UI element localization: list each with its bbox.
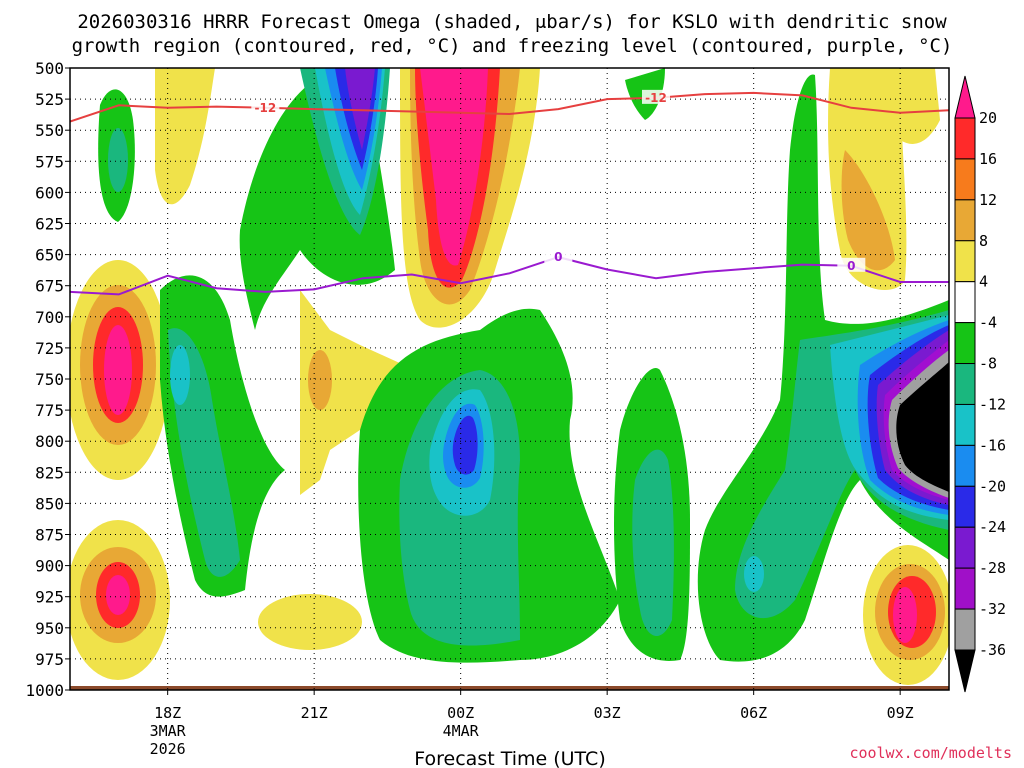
colorbar-swatch-3: [954, 199, 976, 242]
y-tick-label-600: 600: [35, 183, 64, 202]
omega-shading: [70, 68, 949, 690]
colorbar-label-6: -8: [979, 355, 997, 373]
y-tick-label-750: 750: [35, 370, 64, 389]
colorbar-label-9: -20: [979, 477, 1006, 495]
colorbar-label-1: 16: [979, 150, 997, 168]
y-tick-label-650: 650: [35, 246, 64, 265]
colorbar-swatch-4: [954, 240, 976, 283]
chart-grid: [70, 68, 949, 690]
y-tick-label-850: 850: [35, 494, 64, 513]
y-tick-label-700: 700: [35, 308, 64, 327]
y-tick-label-775: 775: [35, 401, 64, 420]
colorbar-swatch-11: [954, 526, 976, 569]
y-tick-label-675: 675: [35, 277, 64, 296]
credit-text: coolwx.com/modelts: [849, 744, 1012, 762]
colorbar-swatch-7: [954, 363, 976, 405]
contour-label-1-1: 0: [847, 259, 855, 273]
y-tick-label-825: 825: [35, 463, 64, 482]
colorbar-swatch-9: [954, 444, 976, 487]
x-tick-label-06Z: 06Z: [740, 704, 767, 722]
colorbar-label-12: -32: [979, 600, 1006, 618]
upward-region-07z-09z: [697, 74, 949, 662]
colorbar: 20 16 12 8 4 -4 -8 -12 -16 -20 -24 -28 -32 -36: [954, 75, 1006, 693]
y-tick-label-950: 950: [35, 619, 64, 638]
downward-region-21z: [300, 290, 415, 495]
x-tick-label-09Z: 09Z: [887, 704, 914, 722]
contour-label-0-1: -12: [645, 91, 667, 105]
colorbar-swatch-12: [954, 567, 976, 610]
colorbar-label-10: -24: [979, 518, 1006, 536]
y-axis: 500 525 550 575 600 625 650 675 700 725 750 775 800 8…: [25, 59, 70, 700]
contour-label-bg-0-0: [251, 99, 280, 114]
upward-region-00z: [358, 308, 620, 663]
x-tick-label-18Z: 18Z: [154, 704, 181, 722]
upward-region-1700z-upper: [98, 89, 135, 222]
isotherm-contours: [70, 91, 949, 296]
x-axis-label: Forecast Time (UTC): [414, 748, 605, 768]
colorbar-label-13: -36: [979, 641, 1006, 659]
upward-region-1830z: [160, 275, 285, 597]
contour-label-bg-1-0: [544, 249, 573, 264]
contour-line-1: [70, 256, 949, 296]
contour-line-0: [70, 91, 949, 123]
contour-label-bg-1-1: [837, 257, 866, 272]
y-tick-label-550: 550: [35, 121, 64, 140]
downward-region-1700z: [70, 260, 170, 680]
chart-title-line-2: growth region (contoured, red, °C) and f…: [72, 35, 953, 57]
y-tick-label-875: 875: [35, 526, 64, 545]
colorbar-swatch-10: [954, 485, 976, 528]
colorbar-label-0: 20: [979, 109, 997, 127]
contour-label-0-0: -12: [254, 101, 276, 115]
colorbar-swatch-8: [954, 403, 976, 446]
colorbar-bottom-arrow: [954, 649, 976, 693]
y-tick-label-925: 925: [35, 588, 64, 607]
colorbar-swatch-2: [954, 158, 976, 201]
colorbar-label-2: 12: [979, 191, 997, 209]
y-tick-label-1000: 1000: [25, 681, 64, 700]
upward-region-04z: [614, 368, 690, 661]
downward-region-0900z-low: [863, 545, 949, 685]
y-tick-label-625: 625: [35, 215, 64, 234]
colorbar-label-3: 8: [979, 232, 988, 250]
x-tick-date-00Z: 4MAR: [443, 722, 480, 740]
y-tick-label-900: 900: [35, 557, 64, 576]
colorbar-swatch-5: [954, 281, 976, 324]
x-tick-label-21Z: 21Z: [301, 704, 328, 722]
y-tick-label-525: 525: [35, 90, 64, 109]
x-tick-date-18Z: 3MAR: [150, 722, 187, 740]
x-tick-label-00Z: 00Z: [447, 704, 474, 722]
y-tick-label-500: 500: [35, 59, 64, 78]
isotherm-labels: -12 -12 0 0: [251, 89, 866, 273]
x-tick-label-03Z: 03Z: [594, 704, 621, 722]
downward-region-1830z: [155, 68, 215, 205]
colorbar-label-7: -12: [979, 395, 1006, 413]
y-tick-label-975: 975: [35, 650, 64, 669]
x-tick-year-18Z: 2026: [150, 740, 186, 758]
y-tick-label-800: 800: [35, 432, 64, 451]
y-tick-label-575: 575: [35, 152, 64, 171]
y-tick-label-725: 725: [35, 339, 64, 358]
ground-surface: [70, 686, 949, 690]
colorbar-swatch-1: [954, 117, 976, 160]
colorbar-label-5: -4: [979, 314, 997, 332]
colorbar-swatch-13: [954, 608, 976, 651]
contour-label-bg-0-1: [642, 89, 670, 104]
downward-region-2330z: [400, 68, 540, 328]
colorbar-label-4: 4: [979, 273, 988, 291]
contour-label-1-0: 0: [554, 250, 562, 264]
colorbar-label-8: -16: [979, 436, 1006, 454]
colorbar-swatch-6: [954, 322, 976, 365]
downward-region-20z: [258, 594, 362, 650]
colorbar-label-11: -28: [979, 559, 1006, 577]
downward-region-0830z: [828, 68, 940, 290]
colorbar-top-arrow: [954, 75, 976, 119]
chart-title-line-1: 2026030316 HRRR Forecast Omega (shaded, …: [77, 11, 947, 33]
